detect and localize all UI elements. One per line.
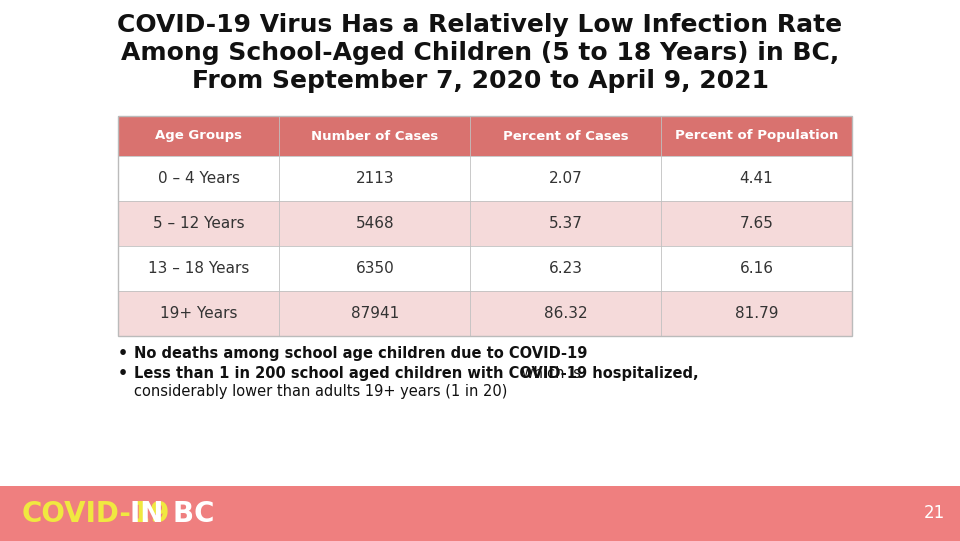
Text: Age Groups: Age Groups: [156, 129, 242, 142]
Text: •: •: [118, 366, 128, 381]
Text: 5.37: 5.37: [549, 216, 583, 231]
Text: Number of Cases: Number of Cases: [311, 129, 439, 142]
Text: 4.41: 4.41: [740, 171, 774, 186]
Text: which is: which is: [517, 366, 581, 381]
Text: COVID-19 Virus Has a Relatively Low Infection Rate: COVID-19 Virus Has a Relatively Low Infe…: [117, 13, 843, 37]
FancyBboxPatch shape: [0, 486, 960, 541]
Text: 87941: 87941: [350, 306, 399, 321]
FancyBboxPatch shape: [118, 246, 852, 291]
Text: 5468: 5468: [355, 216, 395, 231]
Text: 13 – 18 Years: 13 – 18 Years: [148, 261, 250, 276]
Text: 21: 21: [924, 505, 945, 523]
Text: 7.65: 7.65: [739, 216, 774, 231]
Text: From September 7, 2020 to April 9, 2021: From September 7, 2020 to April 9, 2021: [191, 69, 769, 93]
Text: •: •: [118, 346, 128, 361]
Text: 2.07: 2.07: [549, 171, 583, 186]
Text: considerably lower than adults 19+ years (1 in 20): considerably lower than adults 19+ years…: [134, 384, 508, 399]
Text: IN BC: IN BC: [130, 499, 214, 527]
Text: Percent of Cases: Percent of Cases: [503, 129, 629, 142]
Text: 5 – 12 Years: 5 – 12 Years: [153, 216, 245, 231]
Text: 0 – 4 Years: 0 – 4 Years: [157, 171, 240, 186]
Text: 6350: 6350: [355, 261, 395, 276]
Text: 6.16: 6.16: [739, 261, 774, 276]
Text: Percent of Population: Percent of Population: [675, 129, 838, 142]
Text: 81.79: 81.79: [734, 306, 779, 321]
FancyBboxPatch shape: [118, 116, 852, 156]
Text: Among School-Aged Children (5 to 18 Years) in BC,: Among School-Aged Children (5 to 18 Year…: [121, 41, 839, 65]
Text: 2113: 2113: [355, 171, 395, 186]
Text: COVID-19: COVID-19: [22, 499, 170, 527]
Text: 86.32: 86.32: [544, 306, 588, 321]
FancyBboxPatch shape: [118, 156, 852, 201]
FancyBboxPatch shape: [118, 291, 852, 336]
Text: Less than 1 in 200 school aged children with COVID-19 hospitalized,: Less than 1 in 200 school aged children …: [134, 366, 699, 381]
Text: 19+ Years: 19+ Years: [160, 306, 237, 321]
Text: 6.23: 6.23: [549, 261, 583, 276]
Text: No deaths among school age children due to COVID-19: No deaths among school age children due …: [134, 346, 588, 361]
FancyBboxPatch shape: [118, 201, 852, 246]
